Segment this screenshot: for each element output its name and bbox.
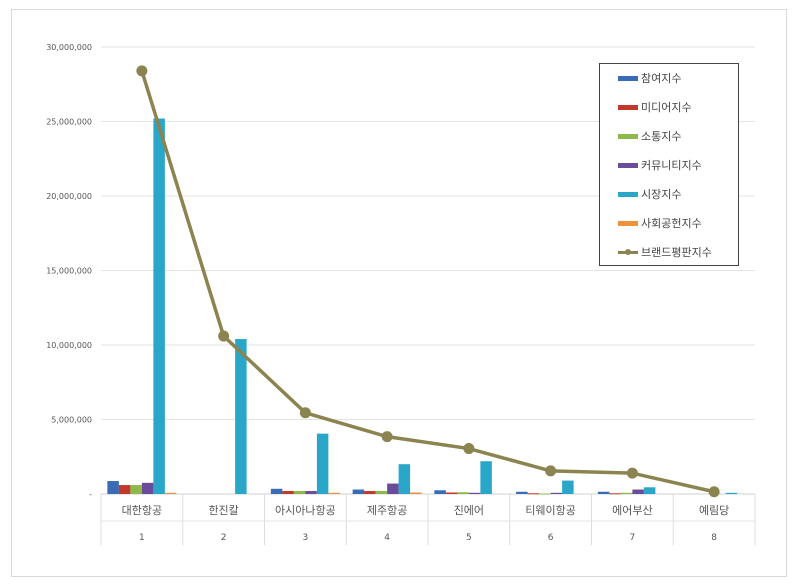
y-tick-label: - (89, 490, 92, 499)
legend-label: 시장지수 (641, 188, 682, 201)
legend-item: 커뮤니티지수 (618, 158, 702, 172)
legend-swatch (618, 220, 638, 226)
legend-item: 시장지수 (618, 187, 681, 201)
legend-label: 커뮤니티지수 (641, 159, 702, 172)
bar-미디어지수 (527, 493, 540, 495)
y-tick-label: 10,000,000 (46, 341, 92, 350)
legend-label: 사회공헌지수 (641, 217, 702, 230)
bar-시장지수 (316, 433, 329, 494)
y-tick-label: 25,000,000 (46, 118, 92, 127)
legend-swatch (618, 104, 638, 110)
legend-swatch (618, 75, 638, 81)
bar-참여지수 (107, 481, 119, 494)
bar-미디어지수 (282, 491, 294, 494)
point-브랜드평판지수 (136, 65, 148, 77)
bar-미디어지수 (364, 491, 376, 494)
rank-label: 4 (384, 533, 390, 543)
rank-label: 5 (466, 533, 472, 543)
category-label: 티웨이항공 (525, 504, 576, 517)
rank-label: 8 (711, 533, 717, 543)
category-label: 한진칼 (208, 504, 238, 517)
legend-swatch (618, 133, 638, 139)
category-label: 제주항공 (367, 504, 407, 517)
point-브랜드평판지수 (463, 443, 475, 455)
legend-item: 사회공헌지수 (618, 216, 702, 230)
bar-소통지수 (293, 491, 306, 494)
bar-소통지수 (457, 492, 469, 494)
legend-item: 소통지수 (618, 129, 681, 143)
bar-소통지수 (620, 492, 633, 494)
bar-시장지수 (398, 464, 411, 494)
rank-label: 6 (548, 533, 554, 543)
category-label: 대한항공 (122, 504, 162, 517)
bar-미디어지수 (609, 493, 621, 495)
bar-시장지수 (643, 487, 656, 494)
bar-참여지수 (270, 488, 283, 494)
point-브랜드평판지수 (545, 465, 557, 477)
chart-frame (11, 9, 787, 577)
bar-사회공헌지수 (164, 492, 177, 494)
legend-swatch (618, 162, 638, 168)
legend-label: 브랜드평판지수 (641, 246, 712, 259)
legend-item: 브랜드평판지수 (618, 245, 712, 259)
bar-사회공헌지수 (328, 492, 340, 494)
legend-label: 참여지수 (641, 72, 682, 85)
bar-참여지수 (516, 491, 528, 494)
y-tick-label: 20,000,000 (46, 192, 92, 201)
bar-시장지수 (725, 492, 738, 494)
point-브랜드평판지수 (299, 407, 311, 419)
legend-label: 미디어지수 (641, 101, 692, 114)
bar-미디어지수 (118, 485, 131, 494)
bar-커뮤니티지수 (141, 482, 154, 494)
category-label: 에어부산 (612, 504, 652, 517)
bar-참여지수 (597, 491, 610, 494)
bar-소통지수 (539, 493, 551, 495)
bar-커뮤니티지수 (387, 483, 399, 494)
bar-시장지수 (480, 461, 492, 494)
point-브랜드평판지수 (708, 486, 720, 498)
line-브랜드평판지수 (140, 70, 715, 494)
bar-커뮤니티지수 (305, 491, 317, 494)
bar-소통지수 (130, 485, 142, 494)
bar-미디어지수 (445, 492, 458, 494)
point-브랜드평판지수 (381, 431, 393, 443)
bar-참여지수 (434, 490, 446, 494)
rank-label: 3 (303, 533, 309, 543)
y-tick-label: 15,000,000 (46, 267, 92, 276)
category-label: 진에어 (454, 504, 484, 517)
rank-label: 2 (221, 533, 227, 543)
bar-시장지수 (562, 480, 574, 494)
bar-사회공헌지수 (410, 492, 422, 494)
legend-item: 미디어지수 (618, 100, 692, 114)
legend-item: 참여지수 (618, 71, 681, 85)
y-tick-label: 30,000,000 (46, 43, 92, 52)
bar-시장지수 (153, 118, 165, 495)
bar-소통지수 (375, 491, 388, 494)
bar-커뮤니티지수 (632, 489, 644, 494)
rank-label: 7 (630, 533, 636, 543)
legend: 참여지수 미디어지수 소통지수 커뮤니티지수 시장지수 사회공헌지수 브랜드평판… (599, 63, 739, 266)
bar-커뮤니티지수 (550, 492, 563, 494)
bar-커뮤니티지수 (468, 492, 481, 494)
point-브랜드평판지수 (218, 330, 230, 342)
bar-시장지수 (235, 339, 247, 494)
category-label: 아시아나항공 (275, 504, 336, 517)
legend-swatch (618, 191, 638, 197)
y-tick-label: 5,000,000 (51, 416, 92, 425)
legend-line-swatch (618, 248, 638, 255)
bar-참여지수 (352, 489, 365, 494)
rank-label: 1 (139, 533, 145, 543)
legend-label: 소통지수 (641, 130, 682, 143)
point-브랜드평판지수 (626, 467, 638, 479)
category-label: 예림당 (699, 504, 729, 517)
